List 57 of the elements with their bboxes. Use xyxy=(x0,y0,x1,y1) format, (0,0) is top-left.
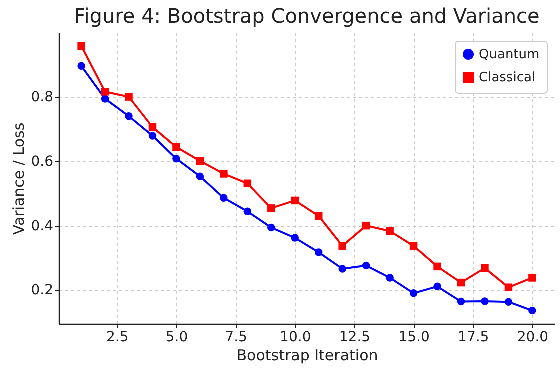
point xyxy=(528,274,536,282)
point xyxy=(457,278,466,287)
point xyxy=(481,264,489,272)
y-tick-label: 0.8 xyxy=(31,90,54,106)
point xyxy=(125,112,133,120)
point xyxy=(101,88,110,96)
point xyxy=(101,95,110,103)
y-tick-label: 0.6 xyxy=(31,154,54,170)
point xyxy=(434,282,442,291)
point xyxy=(268,204,276,212)
point xyxy=(78,42,86,50)
x-tick-label: 17.5 xyxy=(458,330,490,346)
point xyxy=(362,262,370,270)
legend-label: Classical xyxy=(479,70,536,86)
point xyxy=(338,242,346,250)
point xyxy=(314,248,323,256)
point xyxy=(434,262,442,271)
point xyxy=(220,194,228,202)
point xyxy=(196,172,204,180)
point xyxy=(457,298,466,306)
point xyxy=(172,143,180,152)
point xyxy=(268,224,276,232)
point xyxy=(386,274,394,282)
point xyxy=(410,290,418,298)
legend-label: Quantum xyxy=(479,48,540,62)
point xyxy=(196,157,204,165)
point xyxy=(220,170,228,178)
y-tick-label: 0.2 xyxy=(31,282,54,299)
point xyxy=(386,227,394,236)
point xyxy=(78,62,86,70)
point xyxy=(314,212,323,220)
point xyxy=(362,222,370,230)
point xyxy=(148,132,157,140)
x-tick-label: 5.0 xyxy=(166,330,188,346)
point xyxy=(172,155,180,163)
point xyxy=(528,306,536,315)
point xyxy=(291,196,300,205)
chart-title: Figure 4: Bootstrap Convergence and Variance xyxy=(74,4,540,28)
point xyxy=(244,208,252,216)
y-axis-title: Variance / Loss xyxy=(10,122,28,236)
x-tick-label: 15.0 xyxy=(398,330,430,346)
x-tick-label: 2.5 xyxy=(106,330,129,346)
point xyxy=(244,180,252,188)
x-tick-label: 12.5 xyxy=(339,330,371,346)
point xyxy=(148,123,157,132)
y-tick-label: 0.4 xyxy=(31,218,54,234)
point xyxy=(504,284,513,292)
point xyxy=(504,298,513,306)
x-tick-label: 7.5 xyxy=(225,330,248,346)
x-tick-label: 20.0 xyxy=(517,330,549,346)
point xyxy=(481,298,489,306)
x-axis-title: Bootstrap Iteration xyxy=(236,346,378,364)
point xyxy=(291,234,300,242)
point xyxy=(410,242,418,250)
point xyxy=(125,93,133,101)
point xyxy=(338,265,346,273)
x-tick-label: 10.0 xyxy=(280,330,312,346)
